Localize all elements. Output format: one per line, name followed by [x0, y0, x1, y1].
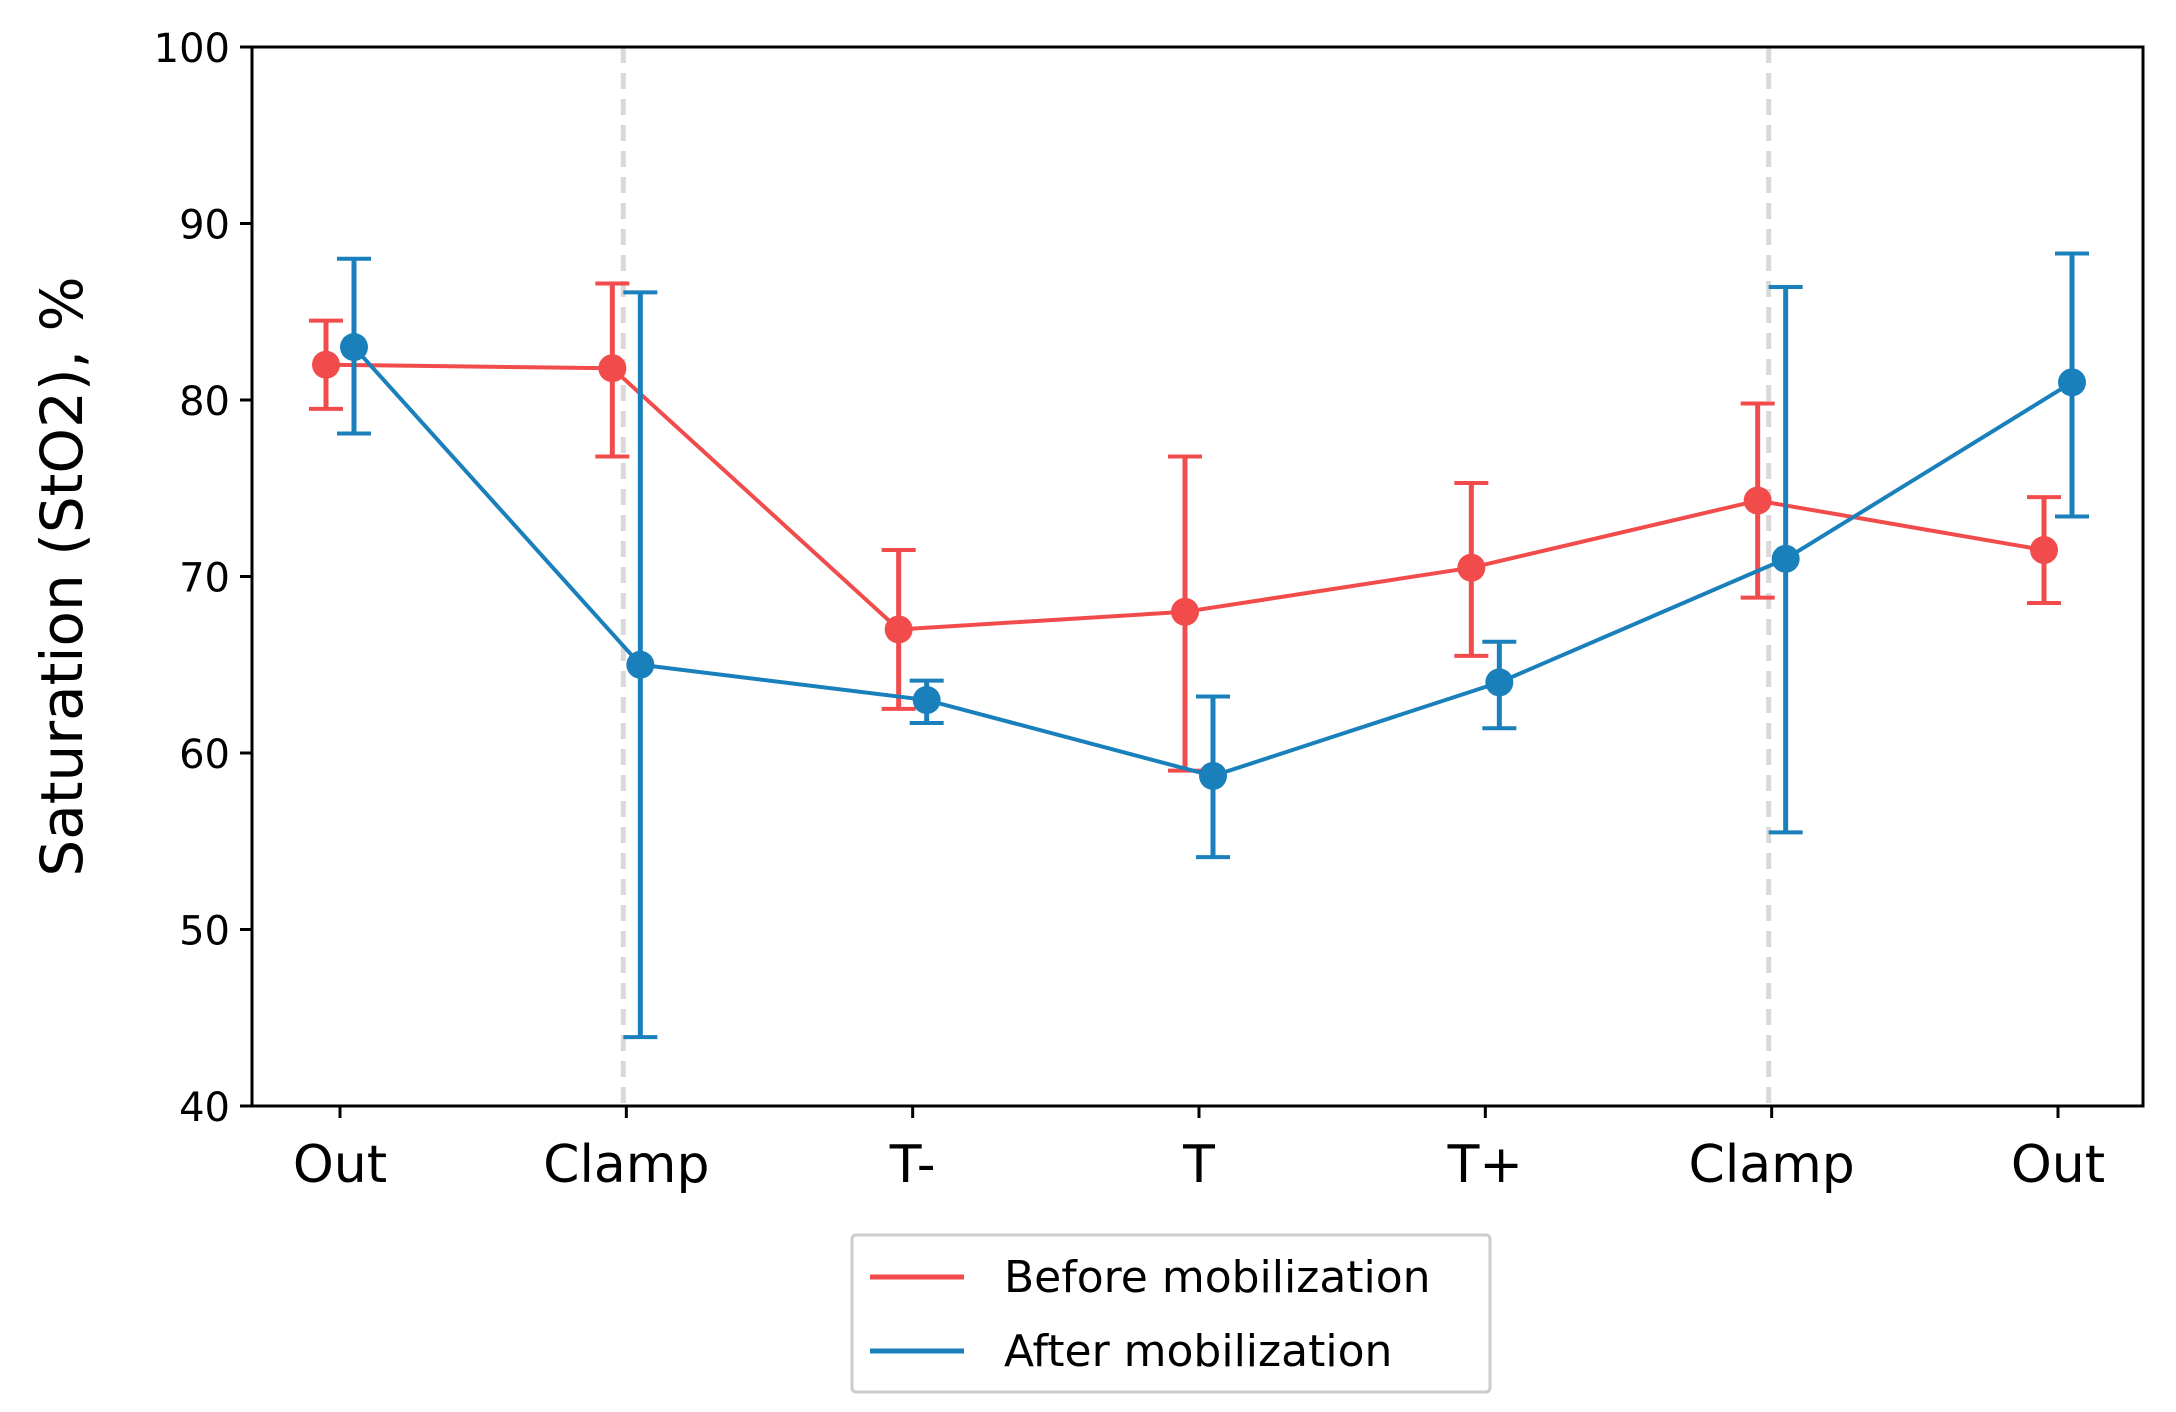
y-tick-label: 40 [179, 1085, 230, 1131]
data-point [1199, 761, 1227, 790]
data-point [884, 615, 913, 644]
data-point [1457, 553, 1486, 582]
data-point [1171, 597, 1199, 626]
series-layer [309, 251, 2089, 1040]
x-tick-label: T- [889, 1135, 936, 1195]
y-tick-label: 100 [154, 26, 230, 72]
data-point [912, 686, 941, 715]
series-before-mobilization [309, 281, 2061, 773]
legend: Before mobilization After mobilization [850, 1233, 1492, 1394]
plot-frame [250, 45, 2145, 1108]
data-point [1771, 544, 1800, 573]
y-tick-label: 50 [179, 909, 230, 955]
data-point [1743, 486, 1772, 515]
data-point [340, 333, 368, 362]
y-tick-label: 70 [179, 556, 230, 602]
legend-label: Before mobilization [1004, 1252, 1431, 1303]
y-tick-label: 90 [179, 203, 230, 249]
series-after-mobilization [337, 251, 2089, 1040]
x-tick-label: T [1182, 1135, 1215, 1195]
x-tick-label: Clamp [543, 1135, 709, 1195]
x-tick-label: Out [2011, 1135, 2105, 1195]
x-axis: Out Clamp T- T T+ Clamp Out [293, 1106, 2105, 1195]
y-tick-label: 80 [179, 379, 230, 425]
data-point [2030, 536, 2058, 565]
x-tick-label: T+ [1447, 1135, 1523, 1195]
x-tick-label: Out [293, 1135, 387, 1195]
data-point [312, 350, 340, 379]
legend-box [850, 1233, 1492, 1394]
x-tick-label: Clamp [1689, 1135, 1855, 1195]
data-point [598, 354, 627, 383]
y-tick-label: 60 [179, 732, 230, 778]
data-point [626, 650, 655, 679]
vertical-reference-lines [620, 47, 1772, 1106]
y-axis-label: Saturation (StO2), % [28, 276, 96, 876]
data-point [2058, 368, 2086, 397]
y-axis: 40 50 60 70 80 90 100 [154, 26, 252, 1131]
data-point [1485, 668, 1514, 697]
legend-label: After mobilization [1004, 1326, 1392, 1377]
